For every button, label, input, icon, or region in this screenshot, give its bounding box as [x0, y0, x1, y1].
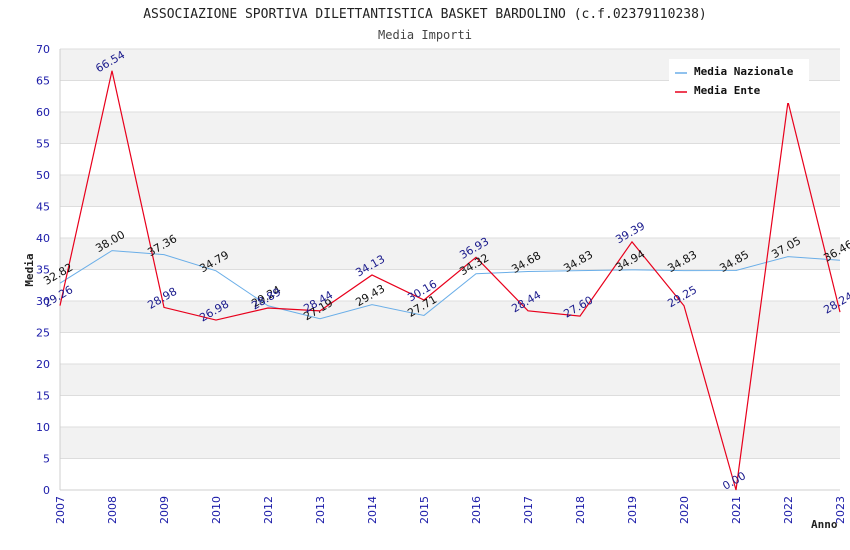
x-tick-label: 2007: [54, 496, 67, 524]
y-axis-label: Media: [23, 253, 36, 286]
y-tick-label: 50: [36, 169, 50, 182]
grid-band: [60, 143, 840, 175]
y-tick-label: 10: [36, 421, 50, 434]
chart-title: ASSOCIAZIONE SPORTIVA DILETTANTISTICA BA…: [143, 7, 707, 22]
y-tick-label: 55: [36, 138, 50, 151]
series-group: [59, 70, 841, 491]
x-tick-label: 2022: [782, 496, 795, 524]
x-tick-label: 2017: [522, 496, 535, 524]
legend-label-media-nazionale: Media Nazionale: [694, 65, 794, 78]
x-tick-label: 2023: [834, 496, 847, 524]
x-tick-label: 2009: [158, 496, 171, 524]
y-tick-label: 70: [36, 43, 50, 56]
x-tick-label: 2008: [106, 496, 119, 524]
legend: Media Nazionale Media Ente: [669, 59, 809, 103]
grid-band: [60, 269, 840, 301]
x-tick-label: 2015: [418, 496, 431, 524]
x-tick-labels: 2007 2008 2009 2010 2012 2013 2014 2015 2016 2017…: [54, 496, 847, 524]
y-tick-label: 15: [36, 390, 50, 403]
grid-band: [60, 112, 840, 144]
grid-band: [60, 206, 840, 238]
x-tick-label: 2012: [262, 496, 275, 524]
y-tick-labels: 0 5 10 15 20 25 30 35 40 45 50 55 60 65 70: [36, 43, 50, 497]
x-tick-label: 2016: [470, 496, 483, 524]
grid-band: [60, 395, 840, 427]
x-tick-label: 2020: [678, 496, 691, 524]
plot-background: [60, 49, 840, 490]
x-tick-label: 2019: [626, 496, 639, 524]
legend-label-media-ente: Media Ente: [694, 84, 761, 97]
x-tick-label: 2018: [574, 496, 587, 524]
y-tick-label: 40: [36, 232, 50, 245]
chart-subtitle: Media Importi: [378, 28, 472, 42]
x-tick-label: 2021: [730, 496, 743, 524]
y-tick-label: 0: [43, 484, 50, 497]
y-tick-label: 5: [43, 453, 50, 466]
y-tick-label: 25: [36, 327, 50, 340]
y-tick-label: 30: [36, 295, 50, 308]
grid-band: [60, 175, 840, 207]
y-tick-label: 65: [36, 75, 50, 88]
y-tick-label: 20: [36, 358, 50, 371]
series-line-media-ente: [59, 70, 841, 491]
series-line-media-nazionale: [59, 250, 841, 320]
x-tick-label: 2014: [366, 496, 379, 524]
y-tick-label: 35: [36, 264, 50, 277]
grid-band: [60, 332, 840, 364]
x-axis-label: Anno: [811, 518, 838, 531]
grid-band: [60, 301, 840, 333]
grid-band: [60, 238, 840, 270]
grid-band: [60, 458, 840, 490]
x-tick-label: 2013: [314, 496, 327, 524]
y-tick-label: 45: [36, 201, 50, 214]
grid-band: [60, 427, 840, 459]
grid-band: [60, 364, 840, 396]
y-grid: [60, 48, 840, 491]
x-tick-label: 2010: [210, 496, 223, 524]
y-tick-label: 60: [36, 106, 50, 119]
legend-box: [669, 59, 809, 103]
